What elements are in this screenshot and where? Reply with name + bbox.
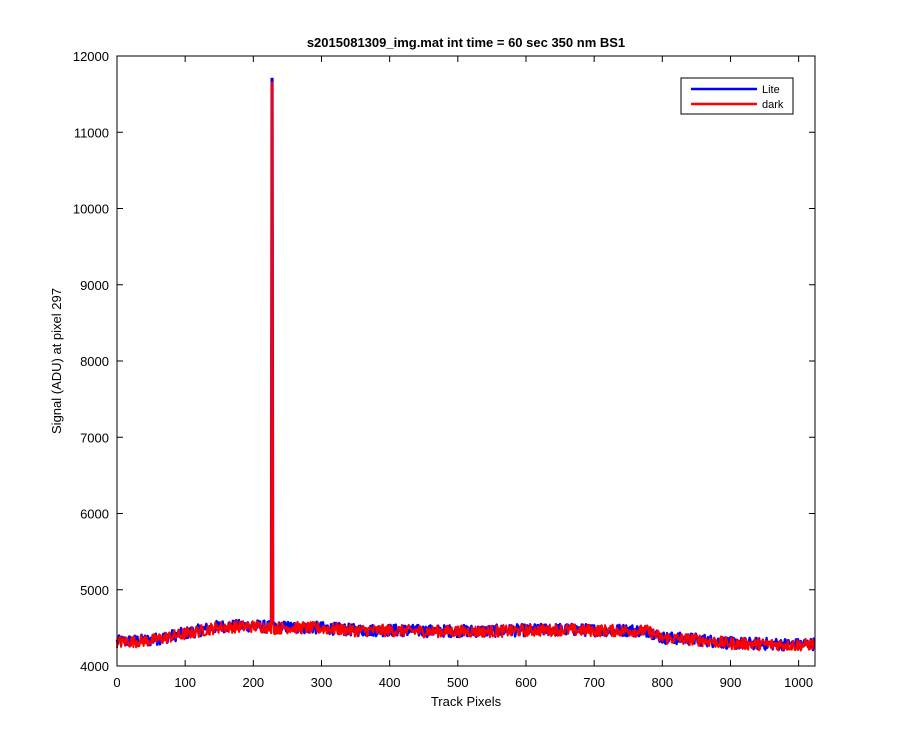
legend-label-lite: Lite: [762, 84, 780, 96]
x-tick-label: 1000: [784, 675, 813, 690]
y-tick-label: 10000: [73, 202, 109, 217]
y-tick-label: 11000: [74, 125, 109, 140]
x-tick-label: 600: [515, 675, 537, 690]
y-tick-label: 8000: [80, 354, 109, 369]
x-tick-label: 800: [651, 675, 673, 690]
legend: Lite dark: [680, 77, 794, 115]
x-tick-label: 300: [311, 675, 333, 690]
x-tick-label: 700: [583, 675, 605, 690]
y-axis-label: Signal (ADU) at pixel 297: [49, 288, 64, 434]
chart-title: s2015081309_img.mat int time = 60 sec 35…: [307, 35, 625, 50]
x-tick-label: 100: [174, 675, 196, 690]
y-tick-label: 4000: [80, 659, 109, 674]
y-tick-label: 6000: [80, 507, 109, 522]
series-line-dark: [116, 81, 815, 652]
x-tick-label: 500: [447, 675, 469, 690]
y-tick-label: 5000: [80, 583, 109, 598]
x-tick-label: 200: [242, 675, 264, 690]
x-tick-label: 0: [113, 675, 120, 690]
plot-area: 0 100 200 300 400 500 600 700 800 900 1000 4000 5000…: [73, 49, 816, 690]
y-tick-label: 7000: [80, 430, 109, 445]
x-tick-label: 400: [379, 675, 401, 690]
x-axis-label: Track Pixels: [431, 694, 502, 709]
legend-label-dark: dark: [762, 99, 784, 111]
y-tick-label: 9000: [80, 278, 109, 293]
x-tick-label: 900: [720, 675, 742, 690]
legend-box: [680, 77, 794, 115]
y-tick-label: 12000: [73, 49, 109, 64]
